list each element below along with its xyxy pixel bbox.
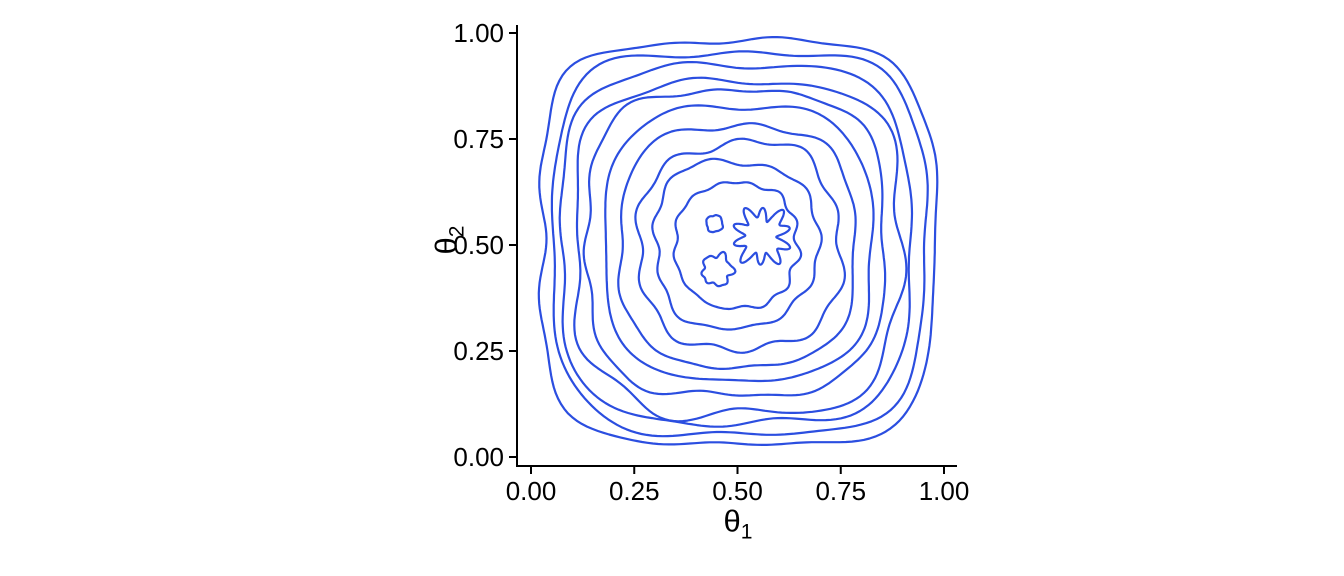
x-axis-subscript: 1 xyxy=(740,520,753,544)
axes xyxy=(509,25,957,474)
contour-ring xyxy=(537,36,939,446)
x-tick-label: 0.50 xyxy=(712,476,763,506)
contour-center-blob xyxy=(700,250,737,288)
contour-ring xyxy=(550,50,929,438)
contour-lines xyxy=(537,36,939,446)
contour-center-blob xyxy=(705,214,724,234)
y-axis-symbol: θ xyxy=(428,237,464,255)
contour-center-blob xyxy=(732,206,792,266)
contour-ring xyxy=(604,104,875,383)
x-tick-label: 1.00 xyxy=(919,476,970,506)
y-tick-label: 0.00 xyxy=(453,442,504,472)
x-axis-symbol: θ xyxy=(723,503,741,539)
contour-ring xyxy=(573,76,908,423)
y-tick-label: 1.00 xyxy=(453,18,504,48)
y-tick-label: 0.75 xyxy=(453,124,504,154)
contour-ring xyxy=(617,122,857,370)
x-tick-label: 0.25 xyxy=(609,476,660,506)
y-axis-title: θ2 xyxy=(428,226,469,255)
x-axis-title: θ1 xyxy=(724,503,753,544)
y-axis-subscript: 2 xyxy=(445,225,469,238)
contour-ring xyxy=(651,157,823,331)
contour-ring xyxy=(634,137,846,354)
x-tick-label: 0.00 xyxy=(506,476,557,506)
x-tick-label: 0.75 xyxy=(815,476,866,506)
contour-ring xyxy=(558,61,914,428)
contour-ring xyxy=(582,88,887,397)
y-tick-label: 0.25 xyxy=(453,336,504,366)
y-tick-label: 0.50 xyxy=(453,230,504,260)
contour-ring xyxy=(672,181,803,311)
